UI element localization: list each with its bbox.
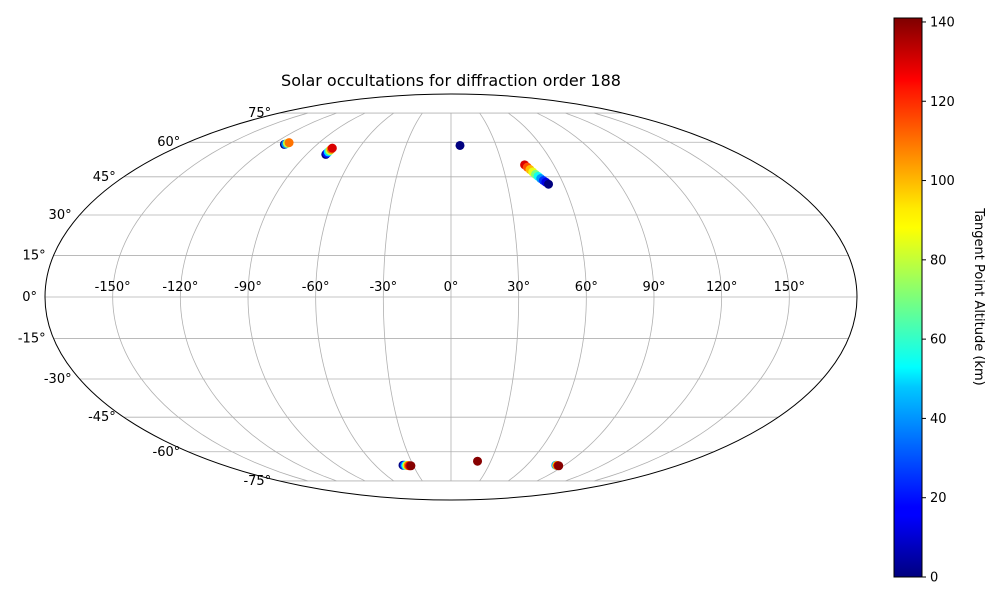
- longitude-gridline: [315, 112, 394, 482]
- map-gridlines: [45, 112, 857, 482]
- colorbar-tick-label: 0: [930, 571, 938, 586]
- colorbar-tick-label: 60: [930, 333, 947, 348]
- latitude-tick-label: -60°: [153, 445, 181, 460]
- longitude-gridline: [112, 112, 308, 482]
- map-boundary: [44, 93, 858, 501]
- occultation-point: [284, 138, 294, 148]
- latitude-tick-labels: -75° -60° -45° -30° -15° 0° 15° 30° 45° 60° 75°: [18, 106, 271, 489]
- longitude-tick-label: -150°: [95, 280, 131, 295]
- occultation-points: [279, 138, 564, 471]
- longitude-tick-label: 90°: [642, 280, 665, 295]
- longitude-tick-label: -120°: [162, 280, 198, 295]
- occultation-point: [406, 461, 416, 471]
- occultation-point: [473, 456, 483, 466]
- colorbar-tick-label: 120: [930, 95, 955, 110]
- longitude-tick-label: -30°: [369, 280, 397, 295]
- longitude-gridline: [382, 112, 423, 482]
- occultation-point: [327, 143, 337, 153]
- chart-title: Solar occultations for diffraction order…: [281, 71, 621, 90]
- colorbar: 0 20 40 60 80 100 120 140 Tangent Point Altitud…: [893, 15, 986, 586]
- colorbar-tick-label: 100: [930, 174, 955, 189]
- latitude-tick-label: 15°: [23, 248, 46, 263]
- longitude-tick-label: -90°: [234, 280, 262, 295]
- colorbar-gradient: [893, 17, 923, 578]
- longitude-gridline: [479, 112, 520, 482]
- occultation-point: [455, 140, 465, 150]
- longitude-gridline: [508, 112, 587, 482]
- longitude-tick-labels: -150° -120° -90° -60° -30° 0° 30° 60° 90° 120° 150…: [95, 280, 805, 295]
- longitude-gridline: [179, 112, 337, 482]
- occultation-point: [554, 461, 564, 471]
- longitude-tick-label: 0°: [444, 280, 459, 295]
- latitude-tick-label: 45°: [93, 170, 116, 185]
- longitude-gridline: [565, 112, 723, 482]
- colorbar-tick-label: 140: [930, 15, 955, 30]
- latitude-tick-label: -75°: [243, 474, 271, 489]
- colorbar-tick-label: 40: [930, 412, 947, 427]
- latitude-tick-label: -45°: [88, 410, 116, 425]
- longitude-tick-label: 60°: [575, 280, 598, 295]
- colorbar-tick-label: 20: [930, 491, 947, 506]
- latitude-tick-label: -30°: [44, 372, 72, 387]
- longitude-gridline: [594, 112, 790, 482]
- colorbar-ticks: 0 20 40 60 80 100 120 140: [922, 15, 955, 586]
- longitude-tick-label: 150°: [774, 280, 805, 295]
- colorbar-label: Tangent Point Altitude (km): [971, 207, 986, 385]
- latitude-tick-label: 0°: [22, 290, 37, 305]
- latitude-tick-label: -15°: [18, 332, 46, 347]
- colorbar-tick-label: 80: [930, 253, 947, 268]
- latitude-tick-label: 75°: [248, 106, 271, 121]
- longitude-gridline: [247, 112, 366, 482]
- occultation-point: [544, 179, 554, 189]
- longitude-tick-label: -60°: [302, 280, 330, 295]
- longitude-tick-label: 30°: [507, 280, 530, 295]
- longitude-gridline: [536, 112, 655, 482]
- latitude-tick-label: 30°: [49, 208, 72, 223]
- latitude-tick-label: 60°: [157, 135, 180, 150]
- longitude-tick-label: 120°: [706, 280, 737, 295]
